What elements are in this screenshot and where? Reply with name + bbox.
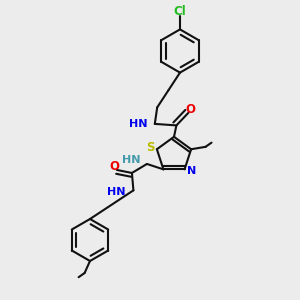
Text: HN: HN xyxy=(106,187,125,197)
Text: HN: HN xyxy=(129,119,147,129)
Text: O: O xyxy=(185,103,195,116)
Text: HN: HN xyxy=(122,155,141,165)
Text: O: O xyxy=(110,160,119,173)
Text: N: N xyxy=(187,166,196,176)
Text: Cl: Cl xyxy=(174,4,186,18)
Text: S: S xyxy=(146,141,154,154)
